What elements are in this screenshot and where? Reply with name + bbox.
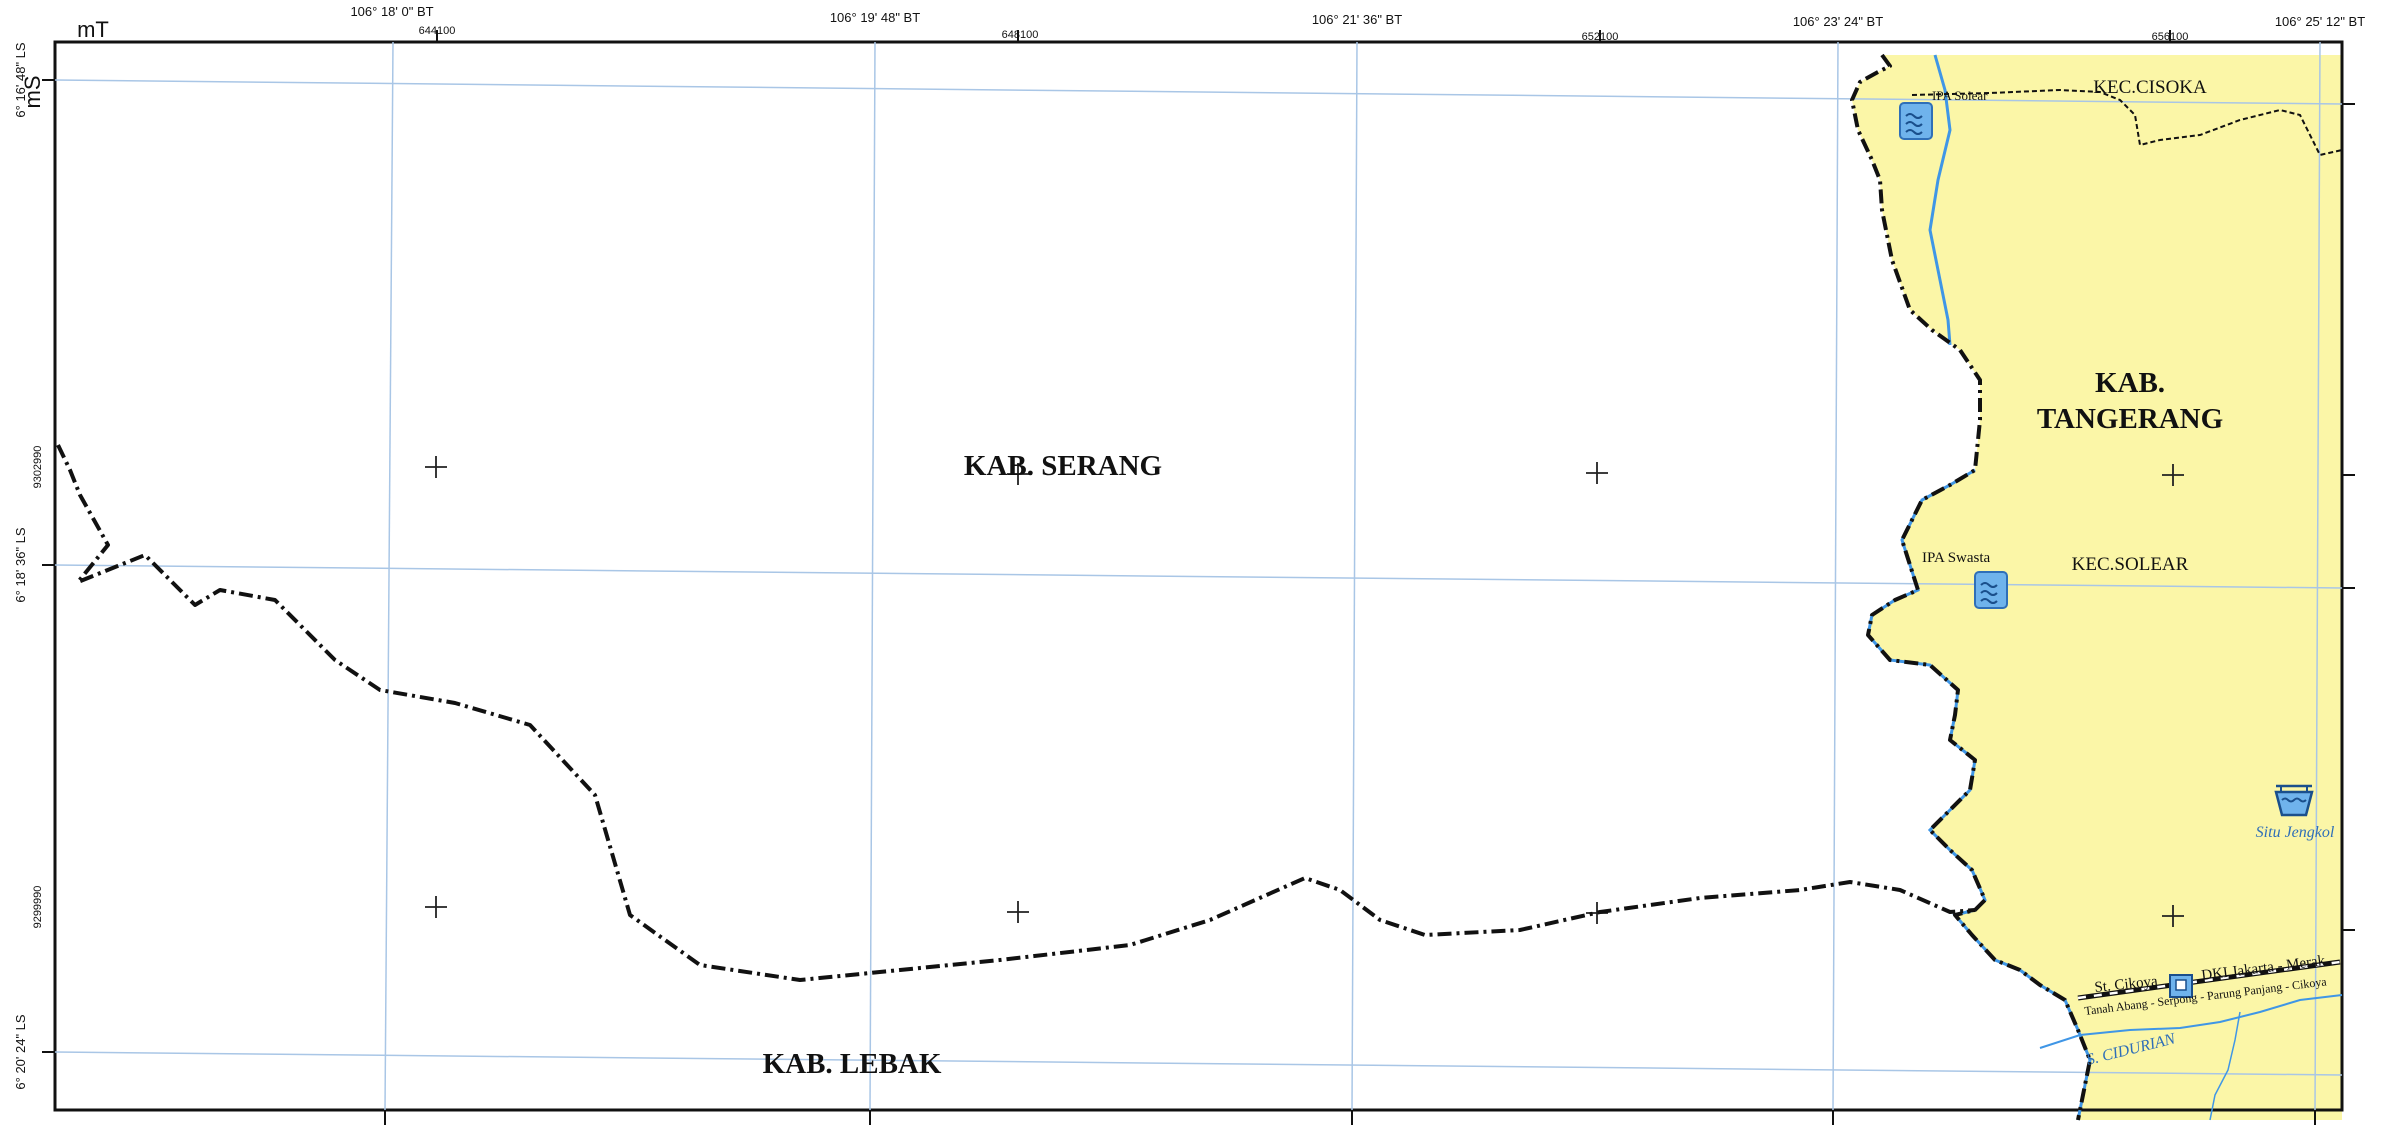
boundary-serang-tangerang bbox=[1850, 53, 2092, 1121]
map-frame bbox=[53, 40, 2344, 1112]
boundary-cisoka bbox=[1911, 88, 2343, 157]
grid-line-v2 bbox=[869, 41, 876, 1111]
grid-line-h2 bbox=[54, 564, 2343, 589]
cross-marker bbox=[1586, 462, 1608, 484]
lon-label-4: 106° 23' 24" BT bbox=[1793, 14, 1883, 29]
grid-line-v4 bbox=[1832, 41, 1839, 1111]
ipa-solear-icon bbox=[1899, 102, 1933, 140]
label-station: St. Cikoya bbox=[2094, 973, 2159, 996]
lon-label-3: 106° 21' 36" BT bbox=[1312, 12, 1402, 27]
railway bbox=[2077, 959, 2341, 1001]
cross-marker bbox=[1007, 901, 1029, 923]
boundaries bbox=[56, 53, 2092, 1121]
label-ipa-solear: IPA Solear bbox=[1932, 88, 1988, 103]
cross-marker bbox=[2162, 464, 2184, 486]
grid-line-h3 bbox=[54, 1051, 2343, 1076]
easting-label-1: 644100 bbox=[419, 25, 456, 37]
lon-label-5: 106° 25' 12" BT bbox=[2275, 14, 2365, 29]
ipa-swasta-icon bbox=[1974, 571, 2008, 609]
graticule bbox=[54, 41, 2343, 1111]
river-cidurian bbox=[2039, 994, 2343, 1049]
grid-line-h1 bbox=[54, 79, 2343, 105]
district-label-solear: KEC.SOLEAR bbox=[2072, 554, 2189, 575]
cross-marker bbox=[425, 896, 447, 918]
easting-unit-label: mT bbox=[77, 17, 109, 42]
lon-label-2: 106° 19' 48" BT bbox=[830, 10, 920, 25]
label-situ-jengkol: Situ Jengkol bbox=[2256, 824, 2335, 841]
region-label-lebak: KAB. LEBAK bbox=[763, 1048, 942, 1080]
northing-label-2: 9299990 bbox=[32, 886, 44, 929]
region-label-tangerang-1: KAB. bbox=[2095, 367, 2165, 399]
tangerang-region bbox=[1852, 55, 2342, 1120]
river-branch bbox=[2209, 1011, 2241, 1121]
region-label-serang: KAB. SERANG bbox=[964, 450, 1162, 482]
cross-marker bbox=[425, 456, 447, 478]
easting-label-2: 648100 bbox=[1002, 29, 1039, 41]
railway-dashes bbox=[2077, 960, 2341, 1000]
station-icon bbox=[2169, 974, 2193, 998]
lake-icon bbox=[2274, 784, 2314, 817]
district-label-cisoka: KEC.CISOKA bbox=[2093, 77, 2207, 98]
northing-unit-label: mS bbox=[20, 76, 45, 109]
easting-label-3: 652100 bbox=[1582, 31, 1619, 43]
cross-marker bbox=[1007, 463, 1029, 485]
river-solear bbox=[1928, 54, 1952, 346]
lon-label-1: 106° 18' 0" BT bbox=[350, 4, 433, 19]
grid-line-v5 bbox=[2314, 41, 2321, 1111]
district-boundary bbox=[1911, 88, 2343, 157]
grid-crosses bbox=[425, 456, 2184, 927]
label-ipa-swasta: IPA Swasta bbox=[1922, 550, 1991, 566]
northing-label-1: 9302990 bbox=[32, 446, 44, 489]
frame-ticks bbox=[42, 30, 2355, 1125]
easting-label-4: 656100 bbox=[2152, 31, 2189, 43]
lat-label-1: 6° 16' 48" LS bbox=[13, 42, 28, 118]
grid-line-v1 bbox=[384, 41, 394, 1111]
region-label-tangerang-2: TANGERANG bbox=[2037, 403, 2223, 435]
boundary-serang-lebak bbox=[56, 444, 1976, 982]
lat-label-2: 6° 18' 36" LS bbox=[13, 527, 28, 603]
lat-label-3: 6° 20' 24" LS bbox=[13, 1014, 28, 1090]
grid-line-v3 bbox=[1351, 41, 1358, 1111]
cross-marker bbox=[2162, 905, 2184, 927]
